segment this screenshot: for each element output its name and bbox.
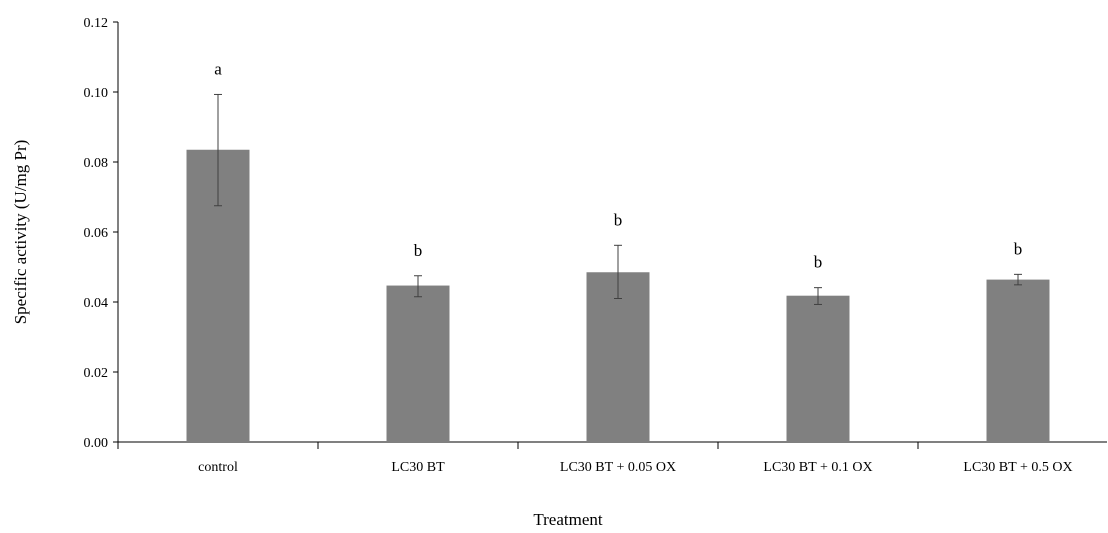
error-bars [214,93,1022,305]
y-tick-label: 0.04 [84,296,109,311]
y-tick-label: 0.06 [84,226,109,241]
significance-label: b [414,241,423,260]
bar [986,279,1050,442]
bar [786,295,850,442]
y-tick-label: 0.00 [84,436,109,451]
x-tick-label: LC30 BT + 0.5 OX [963,460,1072,475]
y-tick-label: 0.08 [84,156,109,171]
significance-labels: a b b b b [214,59,1022,271]
bar [586,272,650,442]
x-axis-title: Treatment [533,510,603,529]
category-labels: control LC30 BT LC30 BT + 0.05 OX LC30 BT +… [198,460,1072,475]
x-tick-label: LC30 BT + 0.05 OX [560,460,676,475]
significance-label: a [214,59,222,78]
y-tick-label: 0.02 [84,366,109,381]
y-axis-title: Specific activity (U/mg Pr) [11,140,30,325]
x-tick-label: control [198,460,238,475]
x-tick-label: LC30 BT + 0.1 OX [763,460,872,475]
x-tick-label: LC30 BT [391,460,445,475]
bar [386,285,450,442]
y-tick-label: 0.10 [84,86,109,101]
significance-label: b [1014,239,1023,258]
significance-label: b [614,210,623,229]
significance-label: b [814,253,823,272]
y-ticks: 0.00 0.02 0.04 0.06 0.08 0.10 0.12 [84,16,118,451]
bars [186,149,1050,442]
x-ticks [117,442,919,449]
y-tick-label: 0.12 [84,16,109,31]
